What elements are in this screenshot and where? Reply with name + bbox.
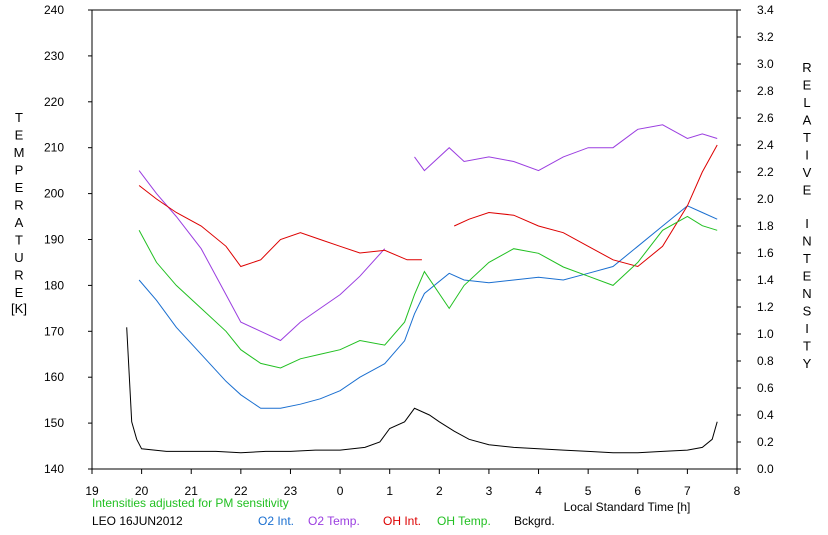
right-axis-title-letter: E <box>803 268 812 283</box>
right-axis-title-letter: T <box>803 251 811 266</box>
series-group <box>126 124 718 454</box>
x-tick-label: 7 <box>684 484 691 498</box>
left-axis-title-letter: E <box>15 285 24 300</box>
x-tick-label: 6 <box>634 484 641 498</box>
right-axis-title-letter: S <box>803 303 812 318</box>
y-right-tick-label: 0.6 <box>757 381 774 395</box>
y-left-tick-label: 220 <box>44 95 64 109</box>
y-right-tick-label: 1.2 <box>757 300 774 314</box>
x-tick-label: 8 <box>734 484 741 498</box>
left-axis-unit: [K] <box>11 301 27 316</box>
y-right-tick-label: 2.4 <box>757 138 774 152</box>
left-y-axis: 140 150 160 170 180 190 200 210 220 230 240 <box>44 3 92 476</box>
y-right-tick-label: 3.2 <box>757 30 774 44</box>
y-left-tick-label: 210 <box>44 141 64 155</box>
right-axis-title-letter: N <box>802 286 811 301</box>
legend-o2-int: O2 Int. <box>258 514 295 528</box>
series-line-bckgrd <box>126 327 718 454</box>
left-axis-title-letter: E <box>15 128 24 143</box>
right-axis-title-letter: E <box>803 183 812 198</box>
series-line-oh-int <box>453 144 718 268</box>
y-right-tick-label: 0.2 <box>757 435 774 449</box>
y-left-tick-label: 140 <box>44 462 64 476</box>
y-right-tick-label: 2.8 <box>757 84 774 98</box>
right-axis-title-letter: T <box>803 338 811 353</box>
right-axis-title-letter: I <box>805 148 809 163</box>
x-tick-label: 23 <box>284 484 298 498</box>
right-axis-title-letter: I <box>805 216 809 231</box>
x-tick-label: 4 <box>535 484 542 498</box>
series-line-oh-temp <box>138 215 718 369</box>
right-axis-title-letter: E <box>803 78 812 93</box>
x-tick-label: 0 <box>337 484 344 498</box>
series-line-oh-int <box>138 185 422 268</box>
y-right-tick-label: 3.4 <box>757 3 774 17</box>
left-axis-title-letter: U <box>14 250 23 265</box>
footnote: Intensities adjusted for PM sensitivity <box>92 496 289 510</box>
y-right-tick-label: 2.2 <box>757 165 774 179</box>
x-tick-label: 2 <box>436 484 443 498</box>
x-tick-label: 22 <box>234 484 248 498</box>
series-line-o2-temp <box>138 170 386 342</box>
y-right-tick-label: 0.8 <box>757 354 774 368</box>
right-axis-title-letter: R <box>802 60 811 75</box>
station-label: LEO 16JUN2012 <box>92 514 183 528</box>
x-axis-label: Local Standard Time [h] <box>564 500 691 514</box>
x-tick-label: 20 <box>135 484 149 498</box>
legend-oh-temp: OH Temp. <box>437 514 491 528</box>
right-axis-title-letter: I <box>805 321 809 336</box>
series-line-o2-temp <box>414 124 718 172</box>
y-left-tick-label: 150 <box>44 416 64 430</box>
right-axis-title-letter: L <box>803 95 810 110</box>
y-left-tick-label: 170 <box>44 324 64 338</box>
y-right-tick-label: 2.6 <box>757 111 774 125</box>
y-right-tick-label: 2.0 <box>757 192 774 206</box>
right-axis-title-letter: V <box>803 165 812 180</box>
left-axis-title-letter: A <box>15 215 24 230</box>
legend-o2-temp: O2 Temp. <box>308 514 360 528</box>
right-axis-title-letter: T <box>803 130 811 145</box>
y-left-tick-label: 160 <box>44 370 64 384</box>
left-axis-title-letter: E <box>15 180 24 195</box>
y-right-tick-label: 1.6 <box>757 246 774 260</box>
y-right-tick-label: 1.4 <box>757 273 774 287</box>
left-axis-title-letter: P <box>15 163 24 178</box>
legend-bckgrd: Bckgrd. <box>514 514 555 528</box>
y-right-tick-label: 0.4 <box>757 408 774 422</box>
right-axis-title-letter: Y <box>803 356 812 371</box>
y-left-tick-label: 200 <box>44 187 64 201</box>
left-axis-title-letter: T <box>15 233 23 248</box>
y-left-tick-label: 240 <box>44 3 64 17</box>
y-right-tick-label: 1.8 <box>757 219 774 233</box>
left-axis-title-letter: R <box>14 198 23 213</box>
x-tick-label: 1 <box>386 484 393 498</box>
y-left-tick-label: 190 <box>44 233 64 247</box>
legend-oh-int: OH Int. <box>383 514 422 528</box>
y-right-tick-label: 1.0 <box>757 327 774 341</box>
right-axis-title-letter: N <box>802 233 811 248</box>
series-line-o2-int <box>138 205 718 409</box>
right-y-axis: 0.0 0.2 0.4 0.6 0.8 1.0 1.2 1.4 1.6 1.8 2.0 2.2 2.4 2… <box>737 3 774 476</box>
y-right-tick-label: 3.0 <box>757 57 774 71</box>
y-left-tick-label: 180 <box>44 278 64 292</box>
y-left-tick-label: 230 <box>44 49 64 63</box>
x-tick-label: 3 <box>486 484 493 498</box>
x-tick-label: 5 <box>585 484 592 498</box>
right-axis-title-letter: A <box>803 113 812 128</box>
x-tick-label: 19 <box>85 484 99 498</box>
y-right-tick-label: 0.0 <box>757 462 774 476</box>
left-axis-title-letter: M <box>14 145 25 160</box>
left-axis-title-letter: R <box>14 268 23 283</box>
plot-frame <box>91 9 738 470</box>
x-axis: 19 20 21 22 23 0 1 2 3 4 5 6 7 8 <box>85 469 741 498</box>
left-axis-title-letter: T <box>15 110 23 125</box>
x-tick-label: 21 <box>185 484 199 498</box>
